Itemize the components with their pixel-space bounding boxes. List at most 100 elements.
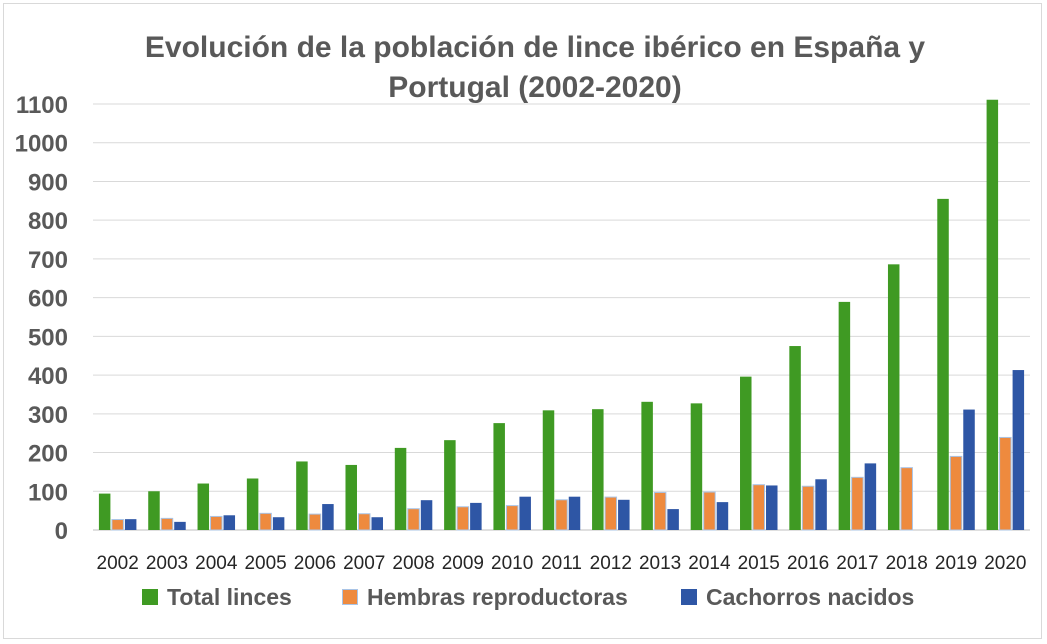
legend-item-hembras-reproductoras: Hembras reproductoras: [342, 580, 628, 614]
y-tick-label: 300: [28, 402, 68, 429]
legend-label-cachorros-nacidos: Cachorros nacidos: [706, 583, 915, 610]
legend-item-total-linces: Total linces: [142, 580, 292, 614]
x-tick-label: 2013: [639, 553, 681, 574]
bar-hembras-reproductoras: [357, 513, 371, 531]
y-tick-label: 200: [28, 441, 68, 468]
bar-hembras-reproductoras: [111, 519, 124, 531]
bar-cachorros-nacidos: [815, 479, 827, 530]
legend-item-cachorros-nacidos: Cachorros nacidos: [681, 580, 914, 614]
y-tick-label: 1000: [15, 131, 68, 158]
x-tick-label: 2006: [294, 553, 336, 574]
bar-total-linces: [444, 440, 456, 530]
bar-cachorros-nacidos: [864, 463, 877, 530]
bar-cachorros-nacidos: [272, 517, 285, 530]
bar-hembras-reproductoras: [801, 485, 815, 531]
bar-cachorros-nacidos: [667, 509, 679, 530]
chart-title-line-2: Portugal (2002-2020): [388, 71, 682, 104]
x-tick-label: 2019: [935, 553, 977, 574]
bar-total-linces: [592, 409, 604, 530]
bar-hembras-reproductoras: [900, 467, 913, 531]
bar-cachorros-nacidos: [124, 519, 137, 530]
y-tick-label: 1100: [16, 92, 68, 119]
x-tick-label: 2003: [146, 553, 188, 574]
bar-total-linces: [690, 403, 703, 530]
bar-total-linces: [197, 483, 210, 530]
bar-cachorros-nacidos: [963, 409, 975, 530]
bar-hembras-reproductoras: [555, 499, 568, 531]
bar-hembras-reproductoras: [703, 491, 716, 531]
bar-hembras-reproductoras: [653, 491, 667, 531]
x-tick-label: 2011: [541, 553, 582, 574]
y-tick-label: 800: [28, 208, 68, 235]
y-tick-label: 600: [28, 286, 68, 313]
bar-hembras-reproductoras: [308, 513, 322, 531]
y-tick-label: 100: [28, 479, 68, 506]
bar-hembras-reproductoras: [210, 515, 223, 531]
legend-swatch-total-linces: [142, 589, 158, 605]
x-tick-label: 2009: [442, 553, 484, 574]
bar-cachorros-nacidos: [568, 496, 581, 530]
x-tick-label: 2002: [97, 553, 139, 574]
x-tick-label: 2016: [787, 553, 829, 574]
bar-hembras-reproductoras: [259, 512, 272, 531]
bar-total-linces: [246, 478, 259, 530]
x-tick-label: 2014: [688, 553, 731, 574]
bar-total-linces: [493, 423, 505, 530]
chart-title-line-1: Evolución de la población de lince ibéri…: [144, 31, 926, 64]
bar-total-linces: [838, 301, 851, 530]
bar-cachorros-nacidos: [1012, 370, 1025, 530]
bar-total-linces: [148, 491, 160, 530]
bar-hembras-reproductoras: [949, 455, 963, 531]
x-tick-label: 2007: [343, 553, 385, 574]
y-tick-label: 500: [28, 324, 68, 351]
legend-label-hembras-reproductoras: Hembras reproductoras: [367, 583, 628, 610]
x-tick-label: 2012: [590, 553, 632, 574]
bar-total-linces: [986, 99, 999, 531]
bar-cachorros-nacidos: [223, 515, 236, 530]
bar-total-linces: [740, 376, 752, 530]
legend-swatch-hembras-reproductoras: [342, 589, 358, 605]
bar-hembras-reproductoras: [851, 476, 864, 531]
bar-total-linces: [789, 346, 801, 530]
bar-total-linces: [394, 447, 407, 530]
bar-cachorros-nacidos: [470, 502, 482, 530]
x-tick-label: 2018: [886, 553, 928, 574]
bar-cachorros-nacidos: [420, 500, 433, 530]
y-tick-label: 400: [28, 363, 68, 390]
x-tick-label: 2020: [984, 553, 1026, 574]
bar-total-linces: [937, 198, 949, 530]
legend: Total linces Hembras reproductoras Cacho…: [0, 580, 1047, 614]
bar-hembras-reproductoras: [505, 505, 519, 531]
x-tick-label: 2017: [836, 553, 878, 574]
x-tick-label: 2004: [195, 553, 238, 574]
bar-total-linces: [345, 464, 357, 530]
legend-swatch-cachorros-nacidos: [681, 589, 697, 605]
y-tick-label: 900: [28, 169, 68, 196]
bar-total-linces: [542, 410, 555, 530]
bar-hembras-reproductoras: [407, 508, 420, 531]
bar-cachorros-nacidos: [371, 517, 383, 530]
legend-label-total-linces: Total linces: [167, 583, 292, 610]
x-tick-label: 2005: [244, 553, 286, 574]
x-tick-label: 2010: [491, 553, 533, 574]
bar-cachorros-nacidos: [716, 502, 729, 530]
x-tick-label: 2008: [392, 553, 434, 574]
bar-hembras-reproductoras: [160, 517, 174, 531]
bar-cachorros-nacidos: [766, 485, 778, 530]
bar-cachorros-nacidos: [174, 521, 186, 530]
bar-cachorros-nacidos: [322, 504, 334, 530]
bar-total-linces: [296, 461, 308, 530]
y-tick-label: 0: [55, 518, 68, 545]
bar-hembras-reproductoras: [604, 496, 618, 531]
bar-total-linces: [98, 493, 111, 530]
bar-hembras-reproductoras: [999, 436, 1012, 531]
x-tick-label: 2015: [738, 553, 780, 574]
y-tick-label: 700: [28, 247, 68, 274]
bar-cachorros-nacidos: [519, 496, 531, 530]
chart-frame: [3, 3, 1042, 639]
bar-hembras-reproductoras: [456, 506, 470, 531]
bar-cachorros-nacidos: [618, 499, 630, 530]
bar-hembras-reproductoras: [752, 484, 766, 531]
chart-title: Evolución de la población de lince ibéri…: [60, 28, 1010, 108]
